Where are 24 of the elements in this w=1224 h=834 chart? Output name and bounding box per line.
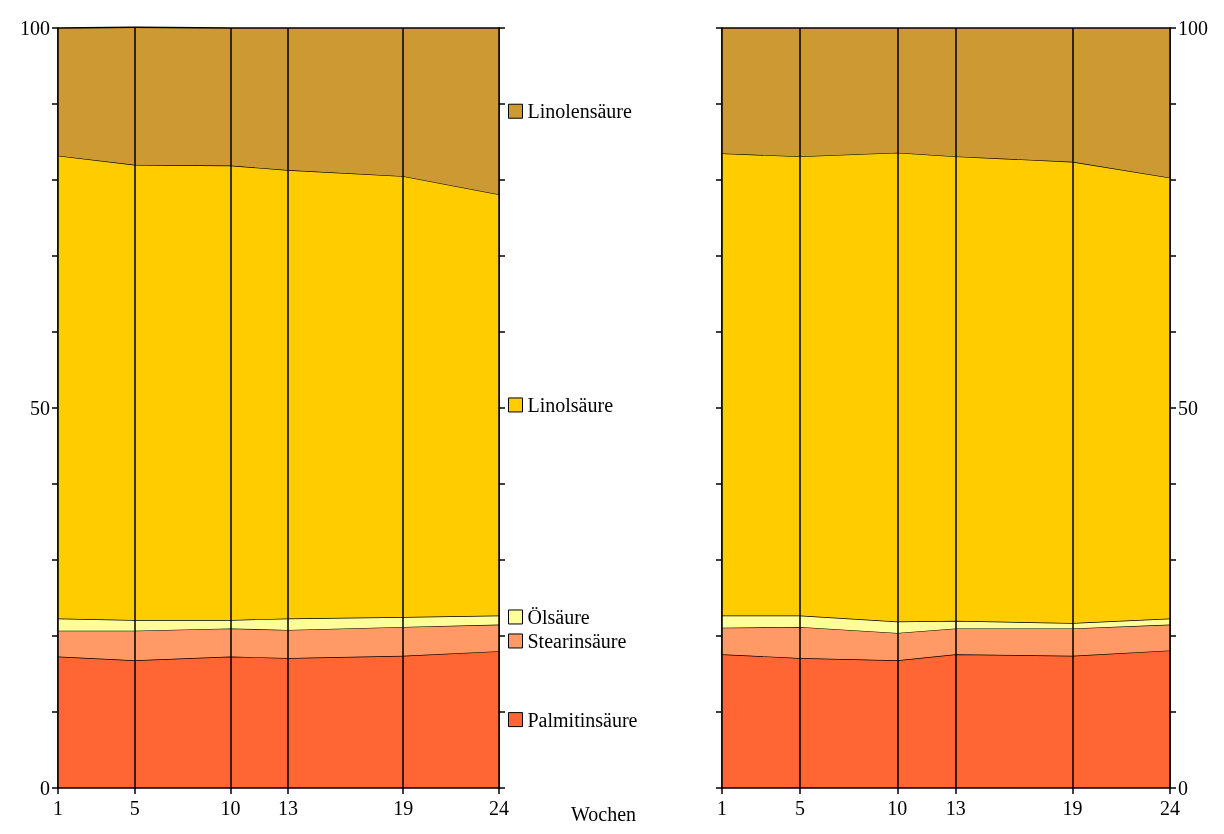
legend-label: Ölsäure (527, 605, 590, 628)
x-tick-label: 5 (794, 797, 805, 819)
x-tick-label: 13 (278, 797, 299, 819)
x-tick-label: 5 (129, 797, 140, 819)
x-tick-label: 24 (489, 797, 509, 819)
x-axis-title: Wochen (570, 803, 637, 825)
y-tick-label: 100 (20, 17, 50, 39)
x-tick-label: 19 (1062, 797, 1083, 819)
x-tick-label: 10 (887, 797, 908, 819)
legend-label: Stearinsäure (527, 629, 627, 652)
legend-label: Palmitinsäure (527, 708, 638, 731)
y-tick-label: 50 (1178, 397, 1198, 419)
y-tick-label: 0 (40, 777, 50, 799)
x-tick-label: 1 (717, 797, 727, 819)
y-tick-label: 100 (1178, 17, 1208, 39)
legend-label: Linolsäure (527, 393, 614, 416)
legend-label: Linolensäure (527, 100, 633, 123)
y-tick-label: 0 (1178, 777, 1188, 799)
y-tick-label: 50 (30, 397, 50, 419)
x-tick-label: 10 (220, 797, 241, 819)
x-tick-label: 1 (53, 797, 63, 819)
x-tick-label: 19 (393, 797, 414, 819)
x-tick-label: 24 (1160, 797, 1180, 819)
x-tick-label: 13 (945, 797, 966, 819)
